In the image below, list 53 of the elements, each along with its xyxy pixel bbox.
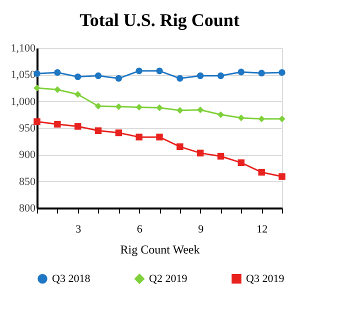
point (217, 111, 224, 118)
point (258, 168, 265, 176)
point (136, 104, 142, 111)
point (74, 73, 82, 80)
point (156, 134, 163, 140)
y-tick-label: 900 (19, 149, 36, 162)
point (115, 75, 122, 82)
chart-title: Total U.S. Rig Count (80, 10, 240, 30)
point (278, 173, 286, 180)
point (34, 84, 40, 92)
point (278, 69, 286, 76)
x-tick-label: 3 (76, 224, 82, 236)
point (115, 103, 122, 110)
point (156, 68, 163, 74)
point (34, 118, 40, 125)
point (217, 72, 224, 80)
x-axis-title: Rig Count Week (120, 242, 200, 256)
point (54, 86, 61, 93)
x-tick-label: 12 (256, 224, 268, 236)
x-tick-label: 9 (198, 224, 204, 236)
legend-label: Q3 2018 (52, 272, 91, 285)
point (156, 104, 163, 112)
point (136, 68, 142, 74)
point (196, 106, 204, 114)
point (176, 75, 184, 82)
y-tick-label: 1,100 (10, 42, 36, 54)
point (196, 72, 204, 80)
y-tick-label: 950 (19, 122, 36, 134)
point (74, 91, 82, 98)
point (217, 152, 224, 160)
point (136, 134, 142, 140)
point (196, 150, 204, 156)
point (176, 143, 184, 150)
point (176, 107, 184, 114)
point (74, 123, 82, 130)
y-tick-label: 850 (19, 176, 36, 188)
point (258, 70, 265, 76)
point (258, 116, 265, 122)
point (238, 114, 245, 122)
legend-label: Q2 2019 (149, 272, 188, 285)
legend-label: Q3 2019 (246, 272, 285, 285)
point (238, 159, 245, 166)
x-tick-label: 6 (136, 224, 143, 236)
point (94, 72, 102, 80)
point (54, 69, 61, 76)
y-tick-label: 800 (19, 202, 36, 214)
point (54, 120, 61, 128)
point (94, 102, 102, 110)
y-tick-label: 1,000 (10, 96, 36, 108)
point (278, 116, 286, 122)
point (115, 129, 122, 136)
point (94, 127, 102, 134)
point (238, 68, 245, 76)
